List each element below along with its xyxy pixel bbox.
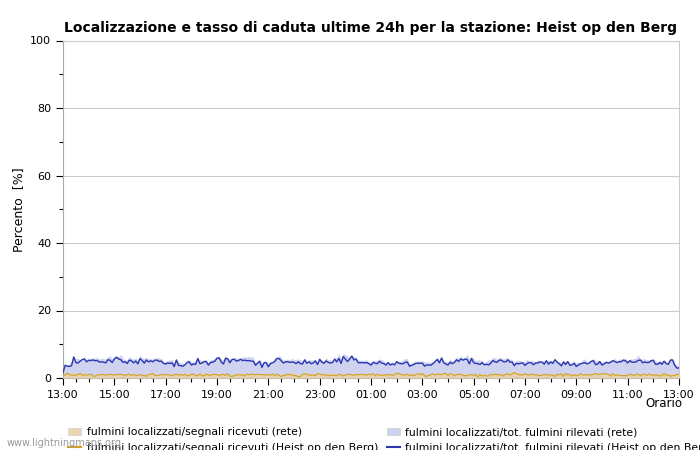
Text: www.lightningmaps.org: www.lightningmaps.org bbox=[7, 438, 122, 448]
Title: Localizzazione e tasso di caduta ultime 24h per la stazione: Heist op den Berg: Localizzazione e tasso di caduta ultime … bbox=[64, 21, 678, 35]
Text: Orario: Orario bbox=[645, 397, 682, 410]
Legend: fulmini localizzati/segnali ricevuti (rete), fulmini localizzati/segnali ricevut: fulmini localizzati/segnali ricevuti (re… bbox=[69, 428, 700, 450]
Y-axis label: Percento  [%]: Percento [%] bbox=[12, 167, 24, 252]
